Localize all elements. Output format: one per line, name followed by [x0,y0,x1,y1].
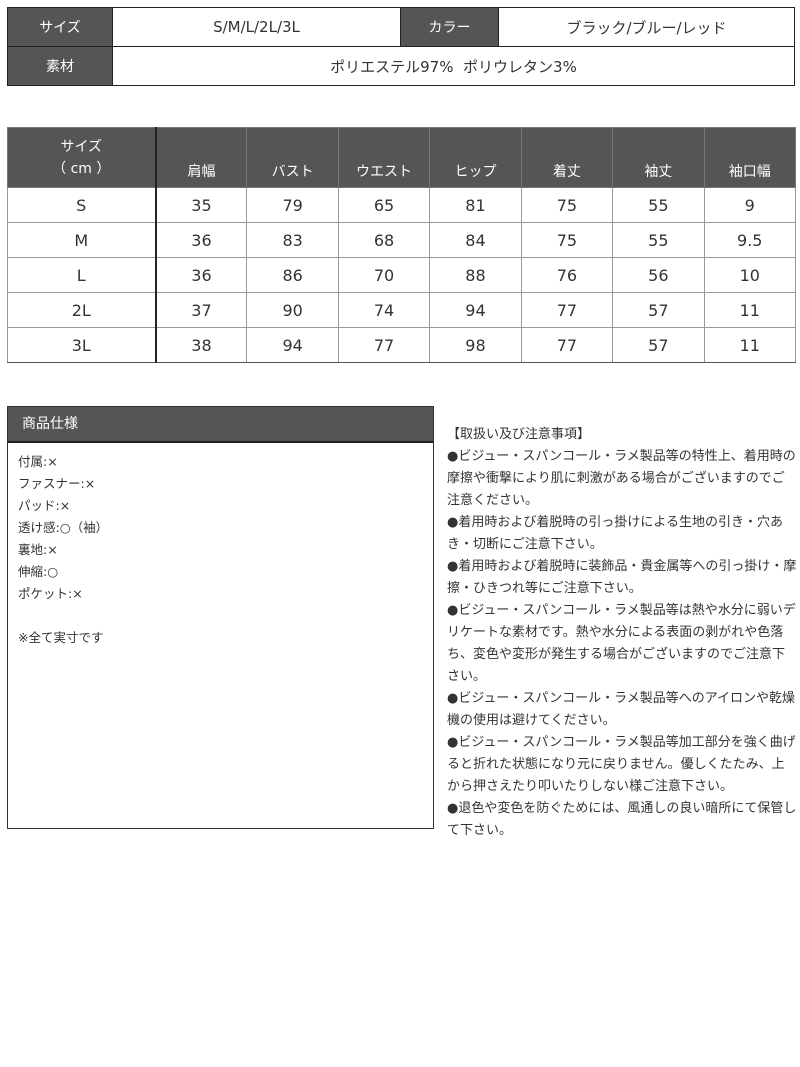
measure-cell: 36 [154,222,248,258]
size-table: サイズ（ cm ） 肩幅 バスト ウエスト ヒップ 着丈 袖丈 袖口幅 S 35 79 65 81 7… [7,127,797,363]
table-row: 3L 38 94 77 98 77 57 11 [7,327,797,363]
measure-cell: 77 [337,327,431,363]
measure-cell: 76 [520,257,614,293]
material-value: ポリエステル97% ポリウレタン3% [112,46,795,86]
spec-title: 商品仕様 [8,407,433,443]
measure-cell: 79 [246,187,339,223]
measure-cell: 68 [337,222,431,258]
measure-cell: 75 [520,187,614,223]
spec-item: パッド:× [18,498,71,513]
spec-item: ポケット:× [18,586,83,601]
measure-cell: 98 [429,327,522,363]
column-header: ヒップ [429,127,522,188]
product-spec-box: 商品仕様 付属:× ファスナー:× パッド:× 透け感:○（袖） 裏地:× 伸縮:○ ポケッ… [7,406,434,829]
note-item: ●ビジュー・スパンコール・ラメ製品等の特性上、着用時の摩擦や衝撃により肌に刺激が… [447,449,796,508]
size-cell: 3L [7,327,157,363]
measure-cell: 83 [246,222,339,258]
measure-cell: 65 [337,187,431,223]
spec-note: ※全て実寸です [18,630,104,645]
column-header: 袖丈 [612,127,705,188]
measure-cell: 38 [154,327,248,363]
measure-cell: 75 [520,222,614,258]
column-header: 肩幅 [154,127,248,188]
table-row: S 35 79 65 81 75 55 9 [7,187,797,223]
measure-cell: 55 [612,222,705,258]
column-header: 着丈 [520,127,614,188]
care-notes: 【取扱い及び注意事項】 ●ビジュー・スパンコール・ラメ製品等の特性上、着用時の摩… [447,424,797,842]
spec-item: 透け感:○（袖） [18,520,109,535]
measure-cell: 9.5 [703,222,797,258]
measure-cell: 37 [154,292,248,328]
spec-item: 付属:× [18,454,58,469]
measure-cell: 94 [429,292,522,328]
color-value: ブラック/ブルー/レッド [498,7,795,47]
note-item: ●ビジュー・スパンコール・ラメ製品等へのアイロンや乾燥機の使用は避けてください。 [447,691,796,728]
measure-cell: 57 [612,292,705,328]
measure-cell: 77 [520,327,614,363]
measure-cell: 88 [429,257,522,293]
table-row: 2L 37 90 74 94 77 57 11 [7,292,797,328]
column-header: ウエスト [337,127,431,188]
measure-cell: 86 [246,257,339,293]
column-header: バスト [246,127,339,188]
notes-title: 【取扱い及び注意事項】 [447,427,591,442]
measure-cell: 9 [703,187,797,223]
spec-body: 付属:× ファスナー:× パッド:× 透け感:○（袖） 裏地:× 伸縮:○ ポケット:× ※全… [8,443,433,657]
size-label: サイズ [7,7,113,47]
table-row: M 36 83 68 84 75 55 9.5 [7,222,797,258]
size-value: S/M/L/2L/3L [112,7,401,47]
measure-cell: 94 [246,327,339,363]
measure-cell: 90 [246,292,339,328]
spec-item: 伸縮:○ [18,564,59,579]
note-item: ●ビジュー・スパンコール・ラメ製品等加工部分を強く曲げると折れた状態になり元に戻… [447,735,796,794]
measure-cell: 81 [429,187,522,223]
size-header: サイズ （ cm ） [7,127,157,188]
measure-cell: 84 [429,222,522,258]
measure-cell: 36 [154,257,248,293]
size-header-unit: （ cm ） [52,160,111,177]
note-item: ●ビジュー・スパンコール・ラメ製品等は熱や水分に弱いデリケートな素材です。熱や水… [447,603,796,684]
size-header-line1: サイズ [60,138,103,155]
note-item: ●退色や変色を防ぐためには、風通しの良い暗所にて保管して下さい。 [447,801,797,838]
measure-cell: 11 [703,292,797,328]
measure-cell: 57 [612,327,705,363]
note-item: ●着用時および着脱時に装飾品・貴金属等への引っ掛け・摩擦・ひきつれ等にご注意下さ… [447,559,797,596]
measure-cell: 10 [703,257,797,293]
measure-cell: 56 [612,257,705,293]
basic-info-table: サイズ S/M/L/2L/3L カラー ブラック/ブルー/レッド 素材 ポリエス… [7,7,795,86]
note-item: ●着用時および着脱時の引っ掛けによる生地の引き・穴あき・切断にご注意下さい。 [447,515,783,552]
spec-item: 裏地:× [18,542,58,557]
material-label: 素材 [7,46,113,86]
measure-cell: 55 [612,187,705,223]
size-cell: 2L [7,292,157,328]
color-label: カラー [400,7,499,47]
column-header: 袖口幅 [703,127,797,188]
table-row: L 36 86 70 88 76 56 10 [7,257,797,293]
size-cell: S [7,187,157,223]
size-cell: M [7,222,157,258]
measure-cell: 70 [337,257,431,293]
measure-cell: 77 [520,292,614,328]
measure-cell: 11 [703,327,797,363]
spec-item: ファスナー:× [18,476,96,491]
measure-cell: 74 [337,292,431,328]
size-cell: L [7,257,157,293]
measure-cell: 35 [154,187,248,223]
